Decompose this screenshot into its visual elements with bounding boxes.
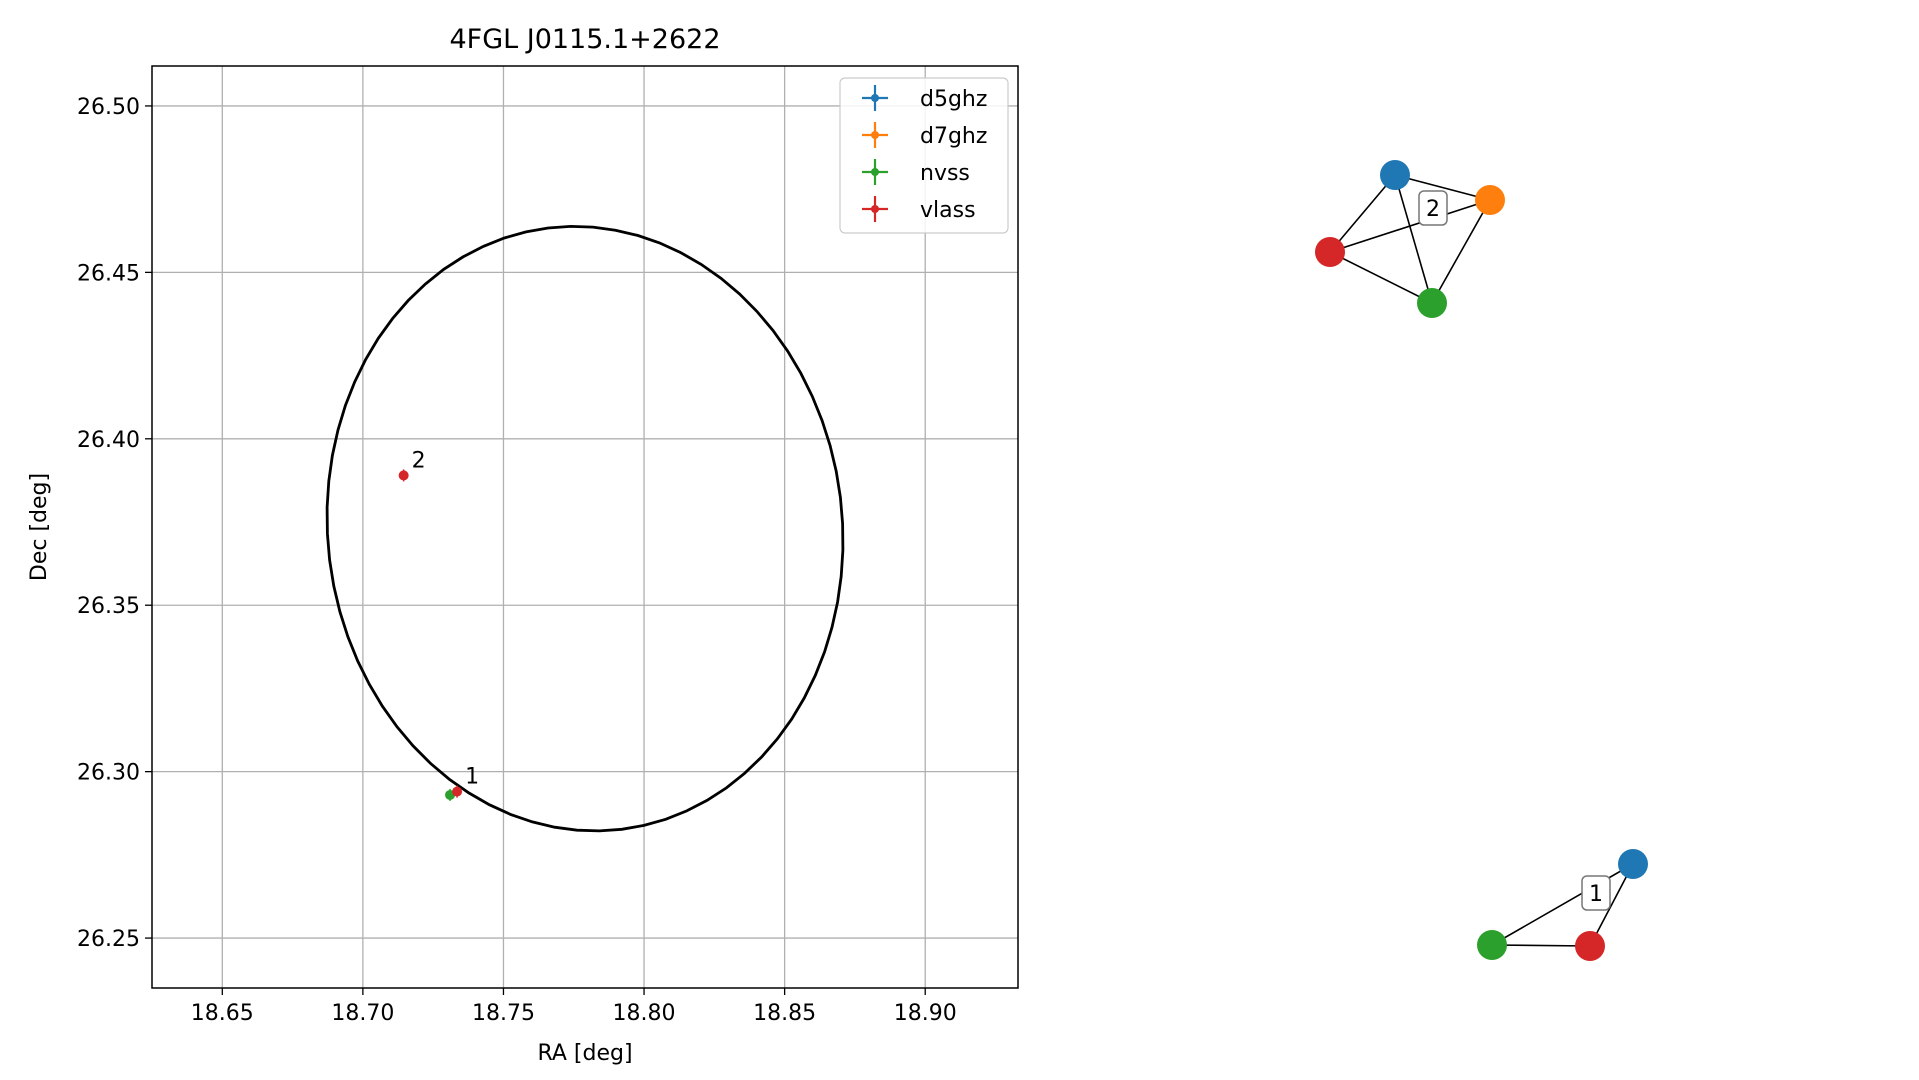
x-tick-label: 18.85: [753, 1001, 816, 1026]
match-edge: [1394, 174, 1491, 201]
point-vlass: [398, 470, 409, 481]
match-edge: [1329, 251, 1433, 304]
x-axis-ticks: 18.65 18.70 18.75 18.80 18.85 18.90: [191, 988, 957, 1026]
legend-marker-vlass: [871, 205, 879, 213]
legend-box: [839, 77, 1009, 234]
localization-ellipse: [325, 224, 845, 833]
match-edge: [1491, 944, 1591, 947]
scatter-panel: 4FGL J0115.1+2622 12 18.65 18.70 18.75 18.8…: [27, 24, 1019, 1066]
data-points: 12: [398, 448, 479, 801]
match-node-d5ghz: [1618, 849, 1648, 879]
legend-marker-d5ghz: [871, 94, 879, 102]
chart-title: 4FGL J0115.1+2622: [449, 24, 720, 55]
x-tick-label: 18.90: [894, 1001, 957, 1026]
y-tick-label: 26.40: [77, 428, 140, 453]
legend-label-vlass: vlass: [920, 198, 976, 223]
match-cluster-1: 1: [1477, 849, 1648, 961]
legend-label-d5ghz: d5ghz: [920, 87, 987, 112]
match-edge: [1329, 174, 1396, 253]
plot-frame: [151, 65, 1019, 989]
legend-marker-nvss: [871, 168, 879, 176]
point-vlass: [452, 786, 463, 797]
y-tick-label: 26.50: [77, 95, 140, 120]
match-edge: [1394, 174, 1433, 304]
y-axis-ticks: 26.25 26.30 26.35 26.40 26.45 26.50: [77, 95, 152, 952]
legend-label-d7ghz: d7ghz: [920, 124, 987, 149]
x-tick-label: 18.75: [472, 1001, 535, 1026]
x-axis-label: RA [deg]: [537, 1041, 632, 1066]
y-tick-label: 26.45: [77, 261, 140, 286]
match-node-d7ghz: [1475, 185, 1505, 215]
legend: d5ghz d7ghz nvss vlass: [839, 77, 1009, 234]
cluster-label: 2: [1426, 197, 1440, 222]
x-tick-label: 18.80: [613, 1001, 676, 1026]
y-tick-label: 26.25: [77, 927, 140, 952]
match-edge: [1431, 199, 1491, 304]
x-tick-label: 18.65: [191, 1001, 254, 1026]
cluster-label-box: [1581, 875, 1611, 911]
point-annotation: 2: [412, 448, 426, 473]
point-annotation: 1: [465, 765, 479, 790]
match-edge: [1329, 199, 1491, 253]
x-tick-label: 18.70: [331, 1001, 394, 1026]
legend-label-nvss: nvss: [920, 161, 970, 186]
y-tick-label: 26.30: [77, 761, 140, 786]
cluster-label-box: [1418, 190, 1448, 226]
match-node-vlass: [1315, 237, 1345, 267]
match-graph-panel: 21: [1315, 160, 1648, 961]
cluster-label: 1: [1589, 882, 1603, 907]
localization-ellipse-group: [325, 224, 845, 833]
match-cluster-2: 2: [1315, 160, 1505, 318]
match-node-d5ghz: [1380, 160, 1410, 190]
match-edge: [1589, 863, 1634, 947]
y-tick-label: 26.35: [77, 594, 140, 619]
match-node-vlass: [1575, 931, 1605, 961]
legend-marker-d7ghz: [871, 131, 879, 139]
match-node-nvss: [1417, 288, 1447, 318]
match-node-nvss: [1477, 930, 1507, 960]
y-axis-label: Dec [deg]: [27, 473, 52, 581]
